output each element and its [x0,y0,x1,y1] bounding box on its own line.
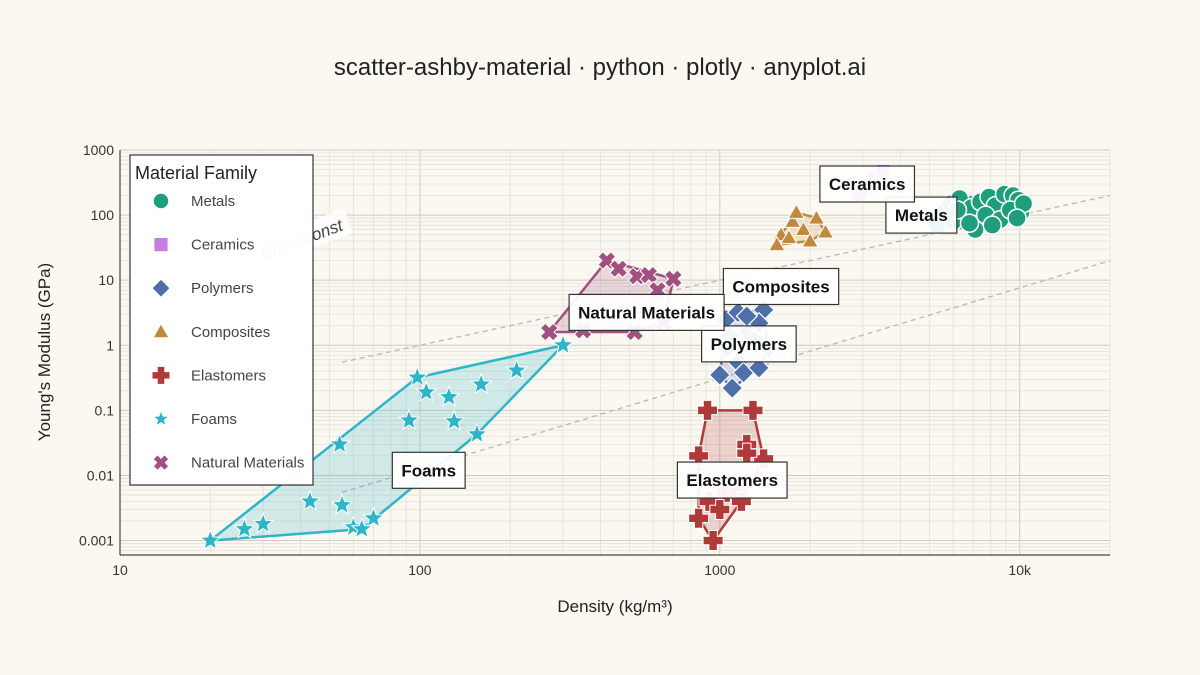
composites-point [816,222,835,239]
legend-title: Material Family [135,163,257,183]
polymers-point [708,363,732,387]
x-tick-label: 10k [1008,562,1032,578]
elastomers-point [697,399,719,421]
ceramics-label-box [819,165,916,203]
foams-point [328,432,351,455]
legend-label-composites: Composites [191,324,270,341]
elastomers-label-box [676,461,788,499]
legend-label-foams: Foams [191,411,237,428]
composites-point [787,203,806,219]
legend-marker-foams [151,409,171,427]
reference-line-1 [341,194,1111,363]
composites-point [807,209,826,225]
foams-point [298,489,322,511]
legend-box [129,154,314,486]
composites-point [794,220,813,237]
foams-point [350,517,374,539]
natural-materials-point [539,322,559,342]
metals-label-text: Metals [895,206,948,225]
composites-point [780,228,798,245]
x-tick-label: 100 [408,562,432,578]
legend-label-polymers: Polymers [191,280,254,297]
legend-label-ceramics: Ceramics [191,237,254,254]
chart-title: scatter-ashby-material · python · plotly… [334,54,866,81]
foams-point [551,333,575,355]
legend-marker-metals [152,192,170,210]
y-tick-label: 0.01 [87,467,114,483]
composites-point [801,231,819,248]
composites-label-box [722,267,840,306]
ceramics-label-text: Ceramics [829,175,906,194]
y-tick-label: 1000 [83,142,114,158]
legend-marker-elastomers [151,365,171,385]
y-tick-label: 0.001 [79,533,114,549]
composites-point [783,212,802,228]
foams-point [251,512,275,534]
y-tick-label: 1 [106,337,114,353]
legend-marker-ceramics [153,236,169,253]
reference-line-2 [341,259,1111,494]
legend-label-metals: Metals [191,193,235,210]
elastomers-point [688,507,710,529]
metals-point [982,215,1003,235]
foams-point [465,422,489,444]
foams-point [362,506,385,528]
foams-point [414,380,438,402]
foams-point [198,528,222,551]
y-tick-label: 10 [98,272,114,288]
metals-point [1007,208,1027,228]
natural-materials-label-text: Natural Materials [578,303,715,322]
foams-point [397,408,421,431]
axes: 10 100 1000 10k 0.001 0.01 0.1 1 10 100 1000 [79,142,1110,578]
foams-point [233,517,256,539]
x-axis-title: Density (kg/m³) [557,597,672,616]
metals-label-box [885,196,958,234]
elastomers-label-text: Elastomers [686,471,778,490]
y-tick-label: 100 [91,207,115,223]
x-tick-label: 1000 [704,562,735,578]
y-tick-label: 0.1 [95,402,115,418]
composites-label-text: Composites [732,277,829,296]
foams-hull [209,344,565,542]
elastomers-point [702,530,724,552]
legend-label-elastomers: Elastomers [191,367,266,384]
foams-point [330,493,354,515]
natural-materials-point [639,265,659,285]
polymers-label-text: Polymers [711,335,788,354]
natural-materials-label-box [568,293,725,331]
legend-marker-composites [152,322,170,339]
y-axis-title: Young's Modulus (GPa) [35,263,54,441]
elastomers-point [709,499,731,521]
foams-label-text: Foams [401,461,456,480]
family-labels: Metals Ceramics Polymers Composites Elastome… [391,165,958,499]
polymers-label-box [701,325,797,363]
legend-marker-natural-materials [152,454,170,472]
legend: Material Family Metals Ceramics Polymers Com… [129,154,314,486]
legend-marker-polymers [150,278,172,299]
foams-point [505,358,528,381]
metals-point [959,213,980,233]
elastomers-point [742,399,764,421]
foams-point [437,385,461,407]
foams-label-box [391,451,466,489]
foams-point [442,409,466,431]
legend-label-natural-materials: Natural Materials [191,455,304,472]
foams-point [405,365,429,388]
foams-point [469,372,493,395]
polymers-point [721,376,744,400]
polymers-point [747,356,771,380]
x-tick-label: 10 [112,562,128,578]
natural-materials-point [663,269,683,289]
composites-series [768,203,835,252]
foams-series [198,333,575,551]
natural-materials-point [609,259,629,279]
